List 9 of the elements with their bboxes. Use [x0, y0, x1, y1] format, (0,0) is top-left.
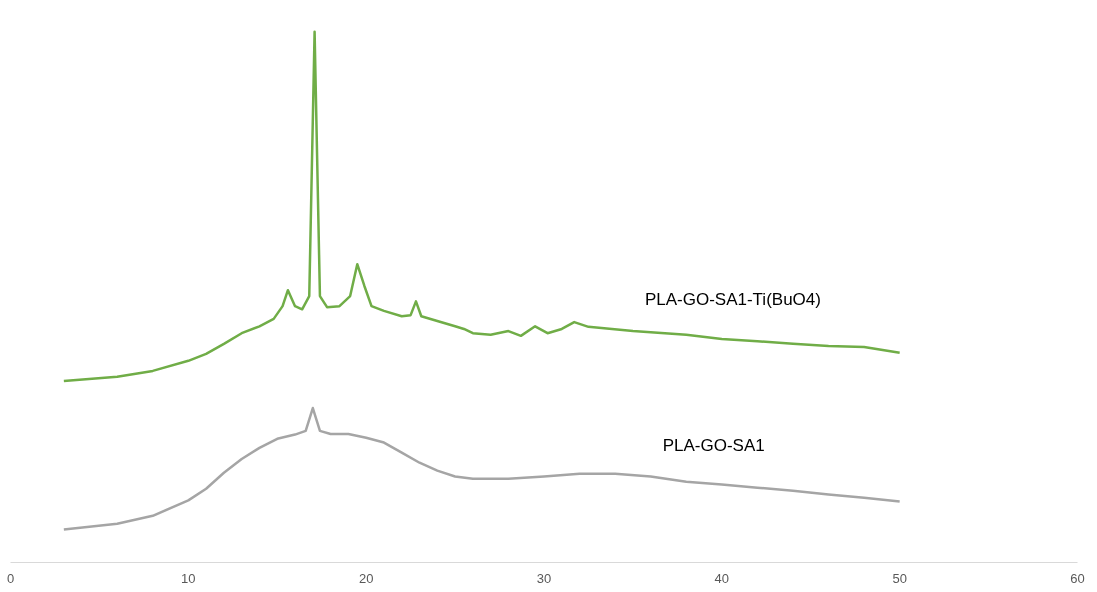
x-tick-label: 50: [892, 570, 907, 586]
series-label: PLA-GO-SA1-Ti(BuO4): [644, 290, 821, 310]
x-tick-label: 60: [1070, 570, 1085, 586]
x-tick-label: 10: [181, 570, 196, 586]
series-label: PLA-GO-SA1: [662, 435, 765, 455]
x-tick-label: 40: [714, 570, 730, 586]
x-tick-label: 0: [6, 570, 15, 586]
x-tick-label: 30: [536, 570, 552, 586]
x-tick-label: 20: [358, 570, 374, 586]
